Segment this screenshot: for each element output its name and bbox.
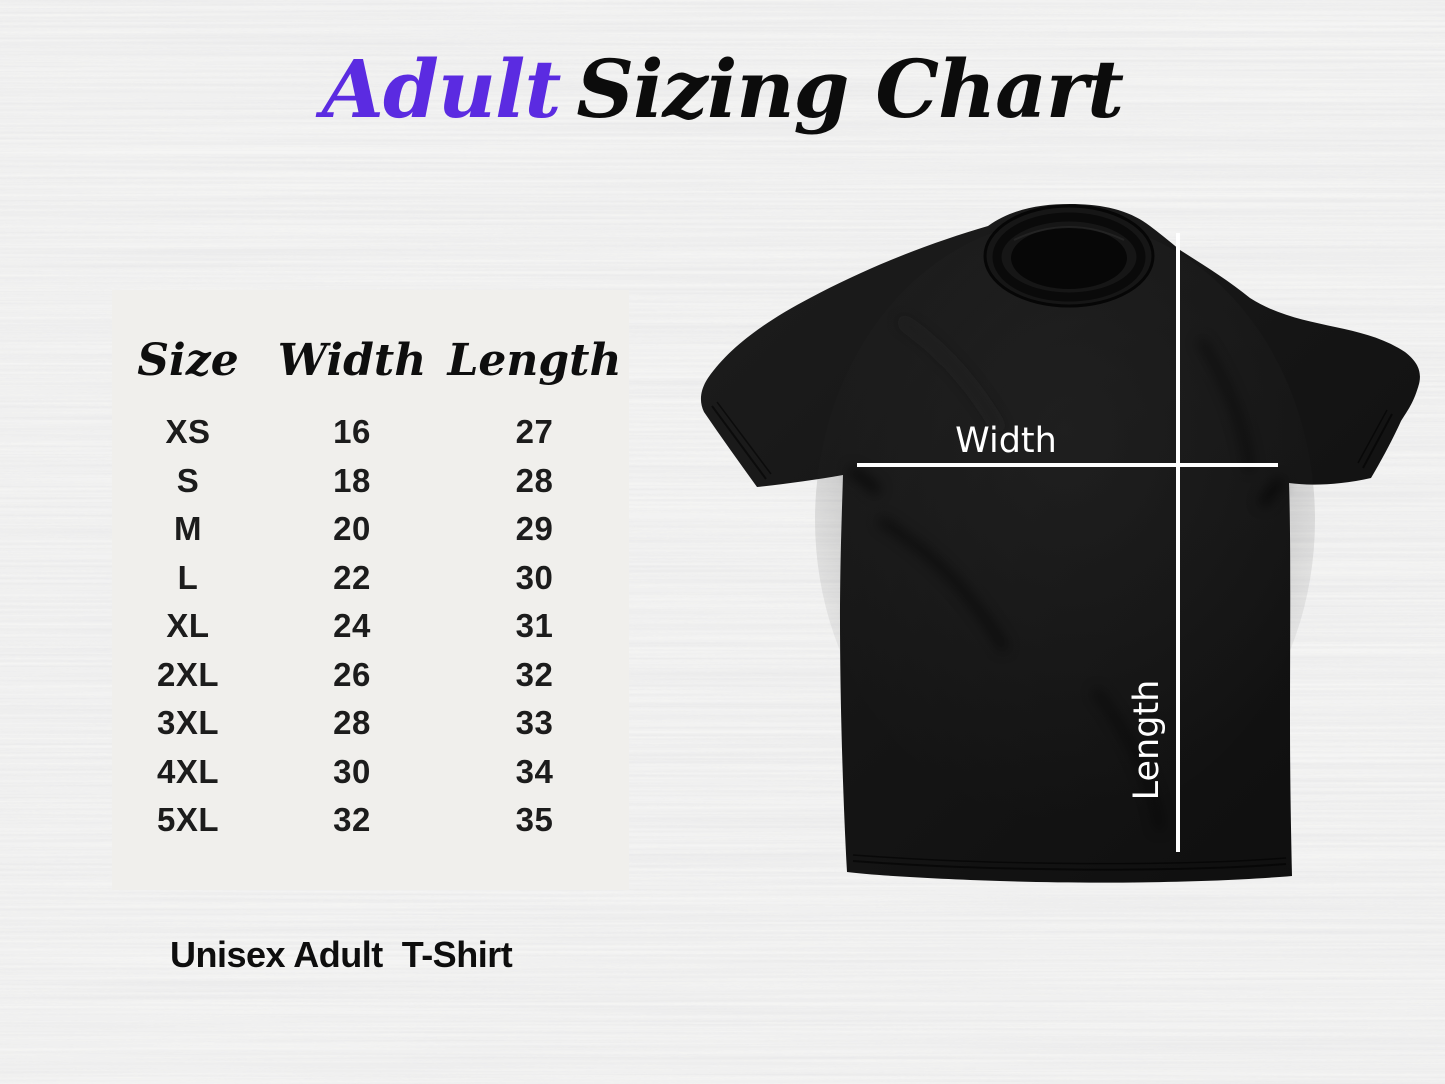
title-accent: Adult xyxy=(321,42,562,136)
width-measure-line xyxy=(857,463,1278,467)
table-cell: 3XL xyxy=(156,704,220,742)
measurement-lines: Width Length xyxy=(857,233,1278,852)
table-cell: 28 xyxy=(515,461,554,499)
stitch-lines xyxy=(711,401,1393,871)
table-cell: 27 xyxy=(515,413,554,451)
table-cell: XS xyxy=(165,413,211,451)
table-cell: 32 xyxy=(515,655,554,693)
table-cell: 33 xyxy=(515,704,554,742)
col-header-length: Length xyxy=(447,334,622,386)
table-cell: 31 xyxy=(515,607,554,645)
length-measure-line xyxy=(1176,233,1180,852)
width-label: Width xyxy=(955,421,1057,461)
table-cell: XL xyxy=(166,607,210,645)
table-cell: 20 xyxy=(333,510,371,548)
size-table: Size Width Length XS 16 27 S 18 28 M 20 … xyxy=(112,290,629,845)
col-header-size: Size xyxy=(137,334,239,386)
table-cell: 34 xyxy=(515,752,554,790)
size-table-panel: Size Width Length XS 16 27 S 18 28 M 20 … xyxy=(112,290,629,890)
table-cell: 35 xyxy=(515,801,554,839)
table-cell: 2XL xyxy=(156,655,220,693)
col-header-width: Width xyxy=(277,334,427,386)
table-cell: 29 xyxy=(515,510,554,548)
page-title: Adult Sizing Chart xyxy=(0,42,1445,136)
table-cell: 18 xyxy=(333,461,371,499)
collar xyxy=(983,204,1155,308)
table-cell: 5XL xyxy=(156,801,220,839)
caption-unisex-adult-tshirt: Unisex Adult T-Shirt xyxy=(170,934,513,975)
tshirt-wrinkles xyxy=(847,317,1286,831)
table-cell: 30 xyxy=(515,558,554,596)
table-cell: 26 xyxy=(333,655,371,693)
table-cell: L xyxy=(177,558,199,596)
table-cell: 30 xyxy=(333,752,371,790)
table-cell: 22 xyxy=(333,558,371,596)
length-label: Length xyxy=(1127,680,1167,801)
table-cell: 28 xyxy=(333,704,371,742)
table-cell: 24 xyxy=(333,607,371,645)
table-cell: 16 xyxy=(333,413,371,451)
table-cell: S xyxy=(176,461,200,499)
table-cell: M xyxy=(174,510,202,548)
table-cell: 32 xyxy=(333,801,371,839)
title-rest: Sizing Chart xyxy=(576,42,1124,136)
tshirt-shading xyxy=(815,220,1315,820)
table-cell: 4XL xyxy=(156,752,220,790)
